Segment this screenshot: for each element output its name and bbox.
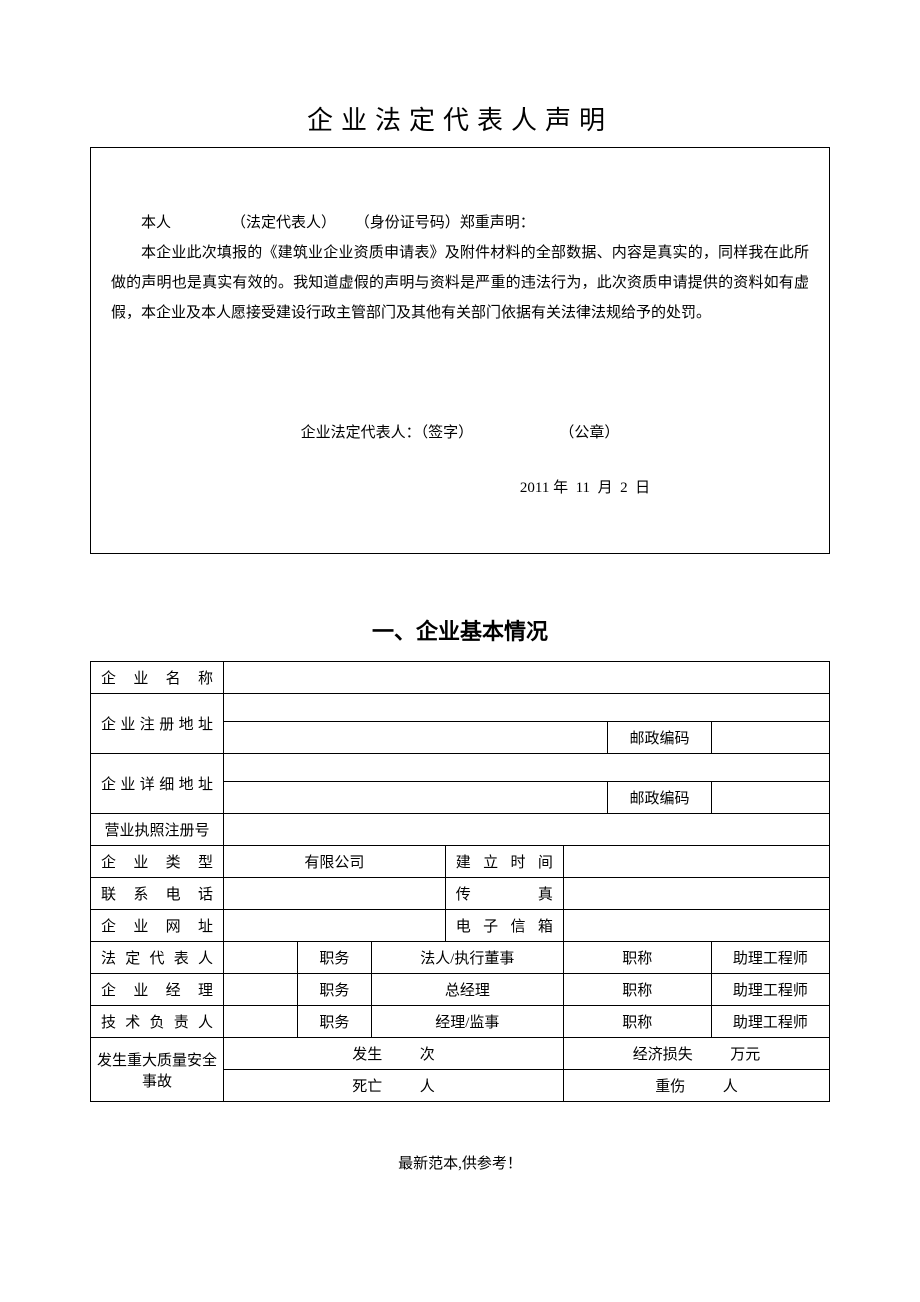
value-manager-title: 助理工程师	[711, 974, 829, 1006]
table-row: 企业类型 有限公司 建立时间	[91, 846, 830, 878]
date-day-suffix: 日	[635, 480, 650, 496]
value-reg-addr2	[224, 722, 608, 754]
value-phone	[224, 878, 446, 910]
value-tech-lead-name	[224, 1006, 298, 1038]
label-legal-rep: 法定代表人	[91, 942, 224, 974]
company-info-table: 企业名称 企业注册地址 邮政编码 企业详细地址 邮政编码 营业执照注册号 企业类…	[90, 661, 830, 1102]
value-company-name	[224, 662, 830, 694]
label-injury: 重伤	[655, 1079, 685, 1095]
label-position3: 职务	[297, 1006, 371, 1038]
value-legal-rep-name	[224, 942, 298, 974]
sign-label: 企业法定代表人：（签字）	[301, 425, 474, 441]
date-year: 2011	[520, 480, 549, 496]
table-row: 联系电话 传真	[91, 878, 830, 910]
value-website	[224, 910, 446, 942]
value-establish-time	[563, 846, 829, 878]
section1-title: 一、企业基本情况	[90, 614, 830, 646]
label-manager: 企业经理	[91, 974, 224, 1006]
label-occur: 发生	[352, 1047, 382, 1063]
date-year-suffix: 年	[553, 480, 568, 496]
label-accident: 发生重大质量安全事故	[91, 1038, 224, 1102]
table-row: 发生重大质量安全事故 发生 次 经济损失 万元	[91, 1038, 830, 1070]
value-tech-lead-title: 助理工程师	[711, 1006, 829, 1038]
accident-occur: 发生 次	[224, 1038, 564, 1070]
label-death: 死亡	[352, 1079, 382, 1095]
table-row: 企业网址 电子信箱	[91, 910, 830, 942]
declaration-title: 企业法定代表人声明	[90, 100, 830, 137]
value-license-no	[224, 814, 830, 846]
label-times: 次	[420, 1047, 435, 1063]
table-row: 企业经理 职务 总经理 职称 助理工程师	[91, 974, 830, 1006]
declaration-body: 本企业此次填报的《建筑业企业资质申请表》及附件材料的全部数据、内容是真实的，同样…	[111, 238, 809, 328]
intro-id: （身份证号码）郑重声明：	[355, 215, 535, 231]
label-tech-lead: 技术负责人	[91, 1006, 224, 1038]
value-email	[563, 910, 829, 942]
label-website: 企业网址	[91, 910, 224, 942]
table-row: 企业名称	[91, 662, 830, 694]
label-title3: 职称	[563, 1006, 711, 1038]
label-title1: 职称	[563, 942, 711, 974]
accident-loss: 经济损失 万元	[563, 1038, 829, 1070]
value-postal1	[711, 722, 829, 754]
table-row: 企业详细地址	[91, 754, 830, 782]
table-row: 法定代表人 职务 法人/执行董事 职称 助理工程师	[91, 942, 830, 974]
label-econ-loss: 经济损失	[633, 1047, 693, 1063]
label-person2: 人	[723, 1079, 738, 1095]
value-detail-addr1	[224, 754, 830, 782]
date-month: 11	[576, 480, 590, 496]
accident-death: 死亡 人	[224, 1070, 564, 1102]
label-phone: 联系电话	[91, 878, 224, 910]
table-row: 营业执照注册号	[91, 814, 830, 846]
label-position2: 职务	[297, 974, 371, 1006]
label-position1: 职务	[297, 942, 371, 974]
label-company-name: 企业名称	[91, 662, 224, 694]
value-tech-lead-position: 经理/监事	[371, 1006, 563, 1038]
value-detail-addr2	[224, 782, 608, 814]
label-establish-time: 建立时间	[445, 846, 563, 878]
label-email: 电子信箱	[445, 910, 563, 942]
declaration-sign-line: 企业法定代表人：（签字） （公章）	[111, 418, 809, 448]
seal-label: （公章）	[559, 425, 619, 441]
label-title2: 职称	[563, 974, 711, 1006]
value-postal2	[711, 782, 829, 814]
footer-text: 最新范本,供参考！	[90, 1152, 830, 1173]
label-license-no: 营业执照注册号	[91, 814, 224, 846]
value-legal-rep-position: 法人/执行董事	[371, 942, 563, 974]
table-row: 技术负责人 职务 经理/监事 职称 助理工程师	[91, 1006, 830, 1038]
label-detail-addr: 企业详细地址	[91, 754, 224, 814]
label-company-type: 企业类型	[91, 846, 224, 878]
label-postal2: 邮政编码	[608, 782, 711, 814]
value-manager-name	[224, 974, 298, 1006]
intro-role: （法定代表人）	[231, 215, 336, 231]
table-row: 企业注册地址	[91, 694, 830, 722]
label-fax: 传真	[445, 878, 563, 910]
value-manager-position: 总经理	[371, 974, 563, 1006]
declaration-date: 2011 年 11 月 2 日	[111, 473, 809, 503]
label-postal: 邮政编码	[608, 722, 711, 754]
value-legal-rep-title: 助理工程师	[711, 942, 829, 974]
value-fax	[563, 878, 829, 910]
label-wanyuan: 万元	[730, 1047, 760, 1063]
label-reg-addr: 企业注册地址	[91, 694, 224, 754]
declaration-intro: 本人 （法定代表人） （身份证号码）郑重声明：	[111, 208, 809, 238]
value-company-type: 有限公司	[224, 846, 446, 878]
label-person1: 人	[420, 1079, 435, 1095]
date-month-suffix: 月	[598, 480, 613, 496]
accident-injury: 重伤 人	[563, 1070, 829, 1102]
intro-prefix: 本人	[141, 215, 171, 231]
value-reg-addr1	[224, 694, 830, 722]
declaration-box: 本人 （法定代表人） （身份证号码）郑重声明： 本企业此次填报的《建筑业企业资质…	[90, 147, 830, 554]
date-day: 2	[620, 480, 628, 496]
